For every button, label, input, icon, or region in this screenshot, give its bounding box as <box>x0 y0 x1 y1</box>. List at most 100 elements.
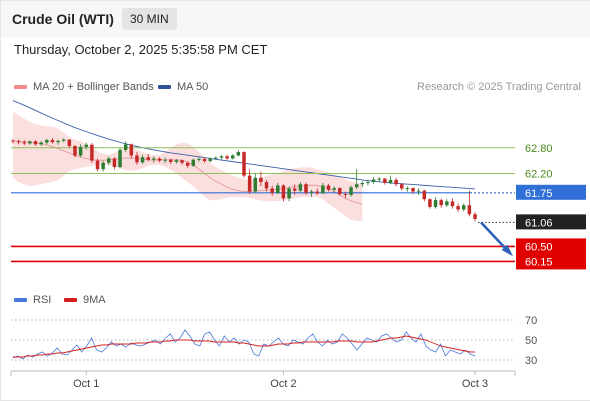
candle-body <box>152 158 156 160</box>
rsi-legend-label: RSI <box>33 294 52 306</box>
candle-body <box>304 184 308 193</box>
candle-body <box>39 142 43 145</box>
candle-body <box>45 140 49 143</box>
candle-body <box>73 146 77 156</box>
legend-bb: MA 20 + Bollinger Bands <box>14 81 154 93</box>
candle-body <box>400 184 404 189</box>
candle-body <box>247 175 252 192</box>
pivot-label-box <box>516 184 586 200</box>
candle-body <box>439 200 443 206</box>
x-tick-label: Oct 3 <box>462 378 488 390</box>
rsi-ma-line <box>13 335 475 358</box>
candle-body <box>78 146 83 156</box>
candle-body <box>259 177 263 183</box>
candle-body <box>411 188 415 192</box>
candle-body <box>22 142 27 144</box>
instrument-title: Crude Oil (WTI) <box>12 11 114 27</box>
candle-body <box>349 187 353 195</box>
rsi-legend-swatch <box>14 298 27 303</box>
candle-body <box>208 158 212 162</box>
x-tick-label: Oct 1 <box>73 378 99 390</box>
candle-body <box>16 141 21 143</box>
candle-body <box>56 140 60 143</box>
candle-body <box>343 194 348 196</box>
candle-body <box>174 160 179 162</box>
candle-body <box>298 184 303 191</box>
support-label-box <box>516 238 586 270</box>
candle-body <box>315 191 319 194</box>
candle-body <box>264 182 269 189</box>
candle-body <box>214 157 218 159</box>
candle-body <box>366 182 370 184</box>
candle-body <box>292 188 297 191</box>
legend-rsi: RSI <box>14 294 51 306</box>
candle-body <box>445 201 449 206</box>
candle-body <box>456 206 460 210</box>
timeframe-button[interactable]: 30 MIN <box>122 8 177 30</box>
candle-body <box>112 158 117 168</box>
candle-body <box>135 155 139 163</box>
candle-body <box>107 158 111 163</box>
rsi-tick-50: 50 <box>525 335 537 347</box>
ma50-legend-swatch <box>158 85 171 90</box>
candle-body <box>101 162 105 170</box>
forecast-arrow-head <box>501 244 513 257</box>
candle-body <box>28 141 32 144</box>
candle-body <box>84 144 88 147</box>
candle-body <box>202 158 207 162</box>
current-price-box <box>516 214 586 230</box>
candle-body <box>146 157 150 160</box>
candle-body <box>169 159 173 162</box>
candle-body <box>90 144 94 161</box>
candle-body <box>383 178 387 183</box>
candle-body <box>50 140 55 143</box>
bb-legend-label: MA 20 + Bollinger Bands <box>33 81 154 93</box>
candle-body <box>123 144 128 150</box>
candle-body <box>95 160 100 170</box>
candle-body <box>11 140 15 142</box>
candle-body <box>180 160 184 163</box>
rsi-tick-30: 30 <box>525 355 537 367</box>
resistance-label-62.20: 62.20 <box>525 168 553 180</box>
candle-body <box>371 179 376 183</box>
support-label-60.50: 60.50 <box>525 241 553 253</box>
datetime-label: Thursday, October 2, 2025 5:35:58 PM CET <box>14 42 268 57</box>
candle-body <box>270 188 274 193</box>
candle-body <box>157 158 162 161</box>
candle-body <box>354 184 359 188</box>
rsi-ma-legend-label: 9MA <box>83 294 106 306</box>
candle-body <box>163 159 167 161</box>
candle-body <box>140 157 145 163</box>
candle-body <box>197 158 201 160</box>
pivot-label: 61.75 <box>525 188 553 200</box>
candle-body <box>405 188 410 190</box>
research-credit: Research © 2025 Trading Central <box>416 81 581 93</box>
candle-body <box>309 191 314 193</box>
candle-body <box>416 190 421 192</box>
bb-legend-swatch <box>14 85 27 90</box>
rsi-ma-legend-swatch <box>64 298 77 303</box>
candle-body <box>388 179 393 183</box>
candle-body <box>394 179 398 185</box>
candle-body <box>338 188 342 195</box>
candle-body <box>287 188 291 199</box>
candle-body <box>473 214 477 219</box>
rsi-line <box>12 329 476 360</box>
candle-body <box>433 200 438 207</box>
candle-body <box>281 185 286 199</box>
legend-rsi-ma: 9MA <box>64 294 106 306</box>
candle-body <box>276 185 280 193</box>
candle-body <box>225 156 229 159</box>
support-label-60.15: 60.15 <box>525 256 553 268</box>
candle-body <box>428 199 432 207</box>
candle-body <box>236 152 241 156</box>
candle-body <box>377 178 381 180</box>
candle-body <box>321 185 325 194</box>
candle-body <box>242 152 246 176</box>
x-tick-label: Oct 2 <box>270 378 296 390</box>
resistance-label-62.80: 62.80 <box>525 143 553 155</box>
chart-header: Crude Oil (WTI) 30 MIN <box>1 1 590 37</box>
candle-body <box>191 159 196 166</box>
